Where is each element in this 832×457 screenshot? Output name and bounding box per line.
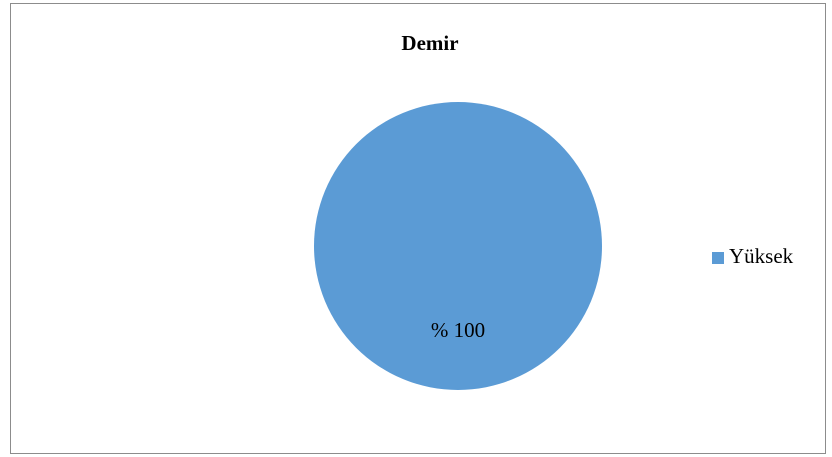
data-label: % 100	[431, 318, 485, 342]
legend-label: Yüksek	[729, 244, 794, 268]
pie-slice	[314, 102, 602, 390]
legend-swatch	[712, 252, 724, 264]
chart-title: Demir	[401, 31, 458, 55]
